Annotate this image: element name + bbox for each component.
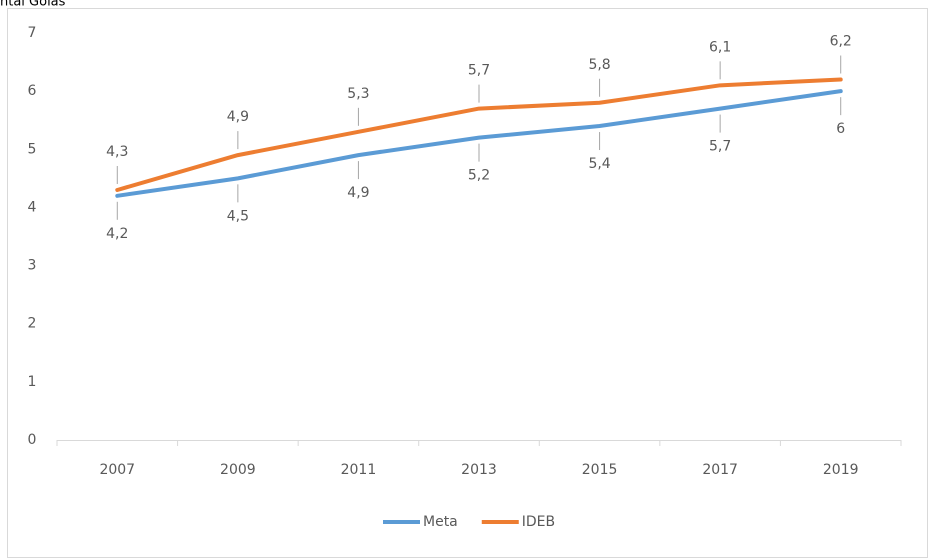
data-label: 5,7 — [709, 139, 731, 155]
x-tick-label: 2015 — [582, 462, 618, 478]
x-tick-label: 2009 — [220, 462, 256, 478]
data-label: 5,4 — [588, 156, 610, 172]
data-label: 5,2 — [468, 168, 490, 184]
x-tick-label: 2017 — [702, 462, 738, 478]
data-label: 4,2 — [106, 226, 128, 242]
y-tick-label: 3 — [28, 258, 37, 274]
series-line — [115, 89, 843, 198]
y-tick-label: 0 — [28, 432, 37, 448]
x-tick-label: 2011 — [341, 462, 377, 478]
data-label: 5,8 — [588, 57, 610, 73]
y-tick-label: 5 — [28, 141, 37, 157]
chart-title: ntal Goiás — [0, 0, 66, 10]
y-tick-label: 7 — [28, 25, 37, 41]
y-tick-label: 4 — [28, 199, 37, 215]
data-label: 4,5 — [227, 208, 249, 224]
data-label: 4,9 — [227, 109, 249, 125]
y-tick-label: 1 — [28, 374, 37, 390]
data-label: 6,1 — [709, 39, 731, 55]
data-label: 6,2 — [830, 34, 852, 50]
y-tick-label: 6 — [28, 83, 37, 99]
data-label: 5,7 — [468, 63, 490, 79]
chart-border — [7, 8, 928, 558]
legend-label: IDEB — [522, 514, 555, 530]
data-label: 4,3 — [106, 144, 128, 160]
data-label: 6 — [836, 121, 845, 137]
data-label: 5,3 — [347, 86, 369, 102]
x-tick-label: 2007 — [99, 462, 135, 478]
legend-label: Meta — [423, 514, 458, 530]
x-tick-label: 2013 — [461, 462, 497, 478]
y-tick-label: 2 — [28, 316, 37, 332]
x-tick-label: 2019 — [823, 462, 859, 478]
series-line — [115, 77, 843, 192]
data-label: 4,9 — [347, 185, 369, 201]
